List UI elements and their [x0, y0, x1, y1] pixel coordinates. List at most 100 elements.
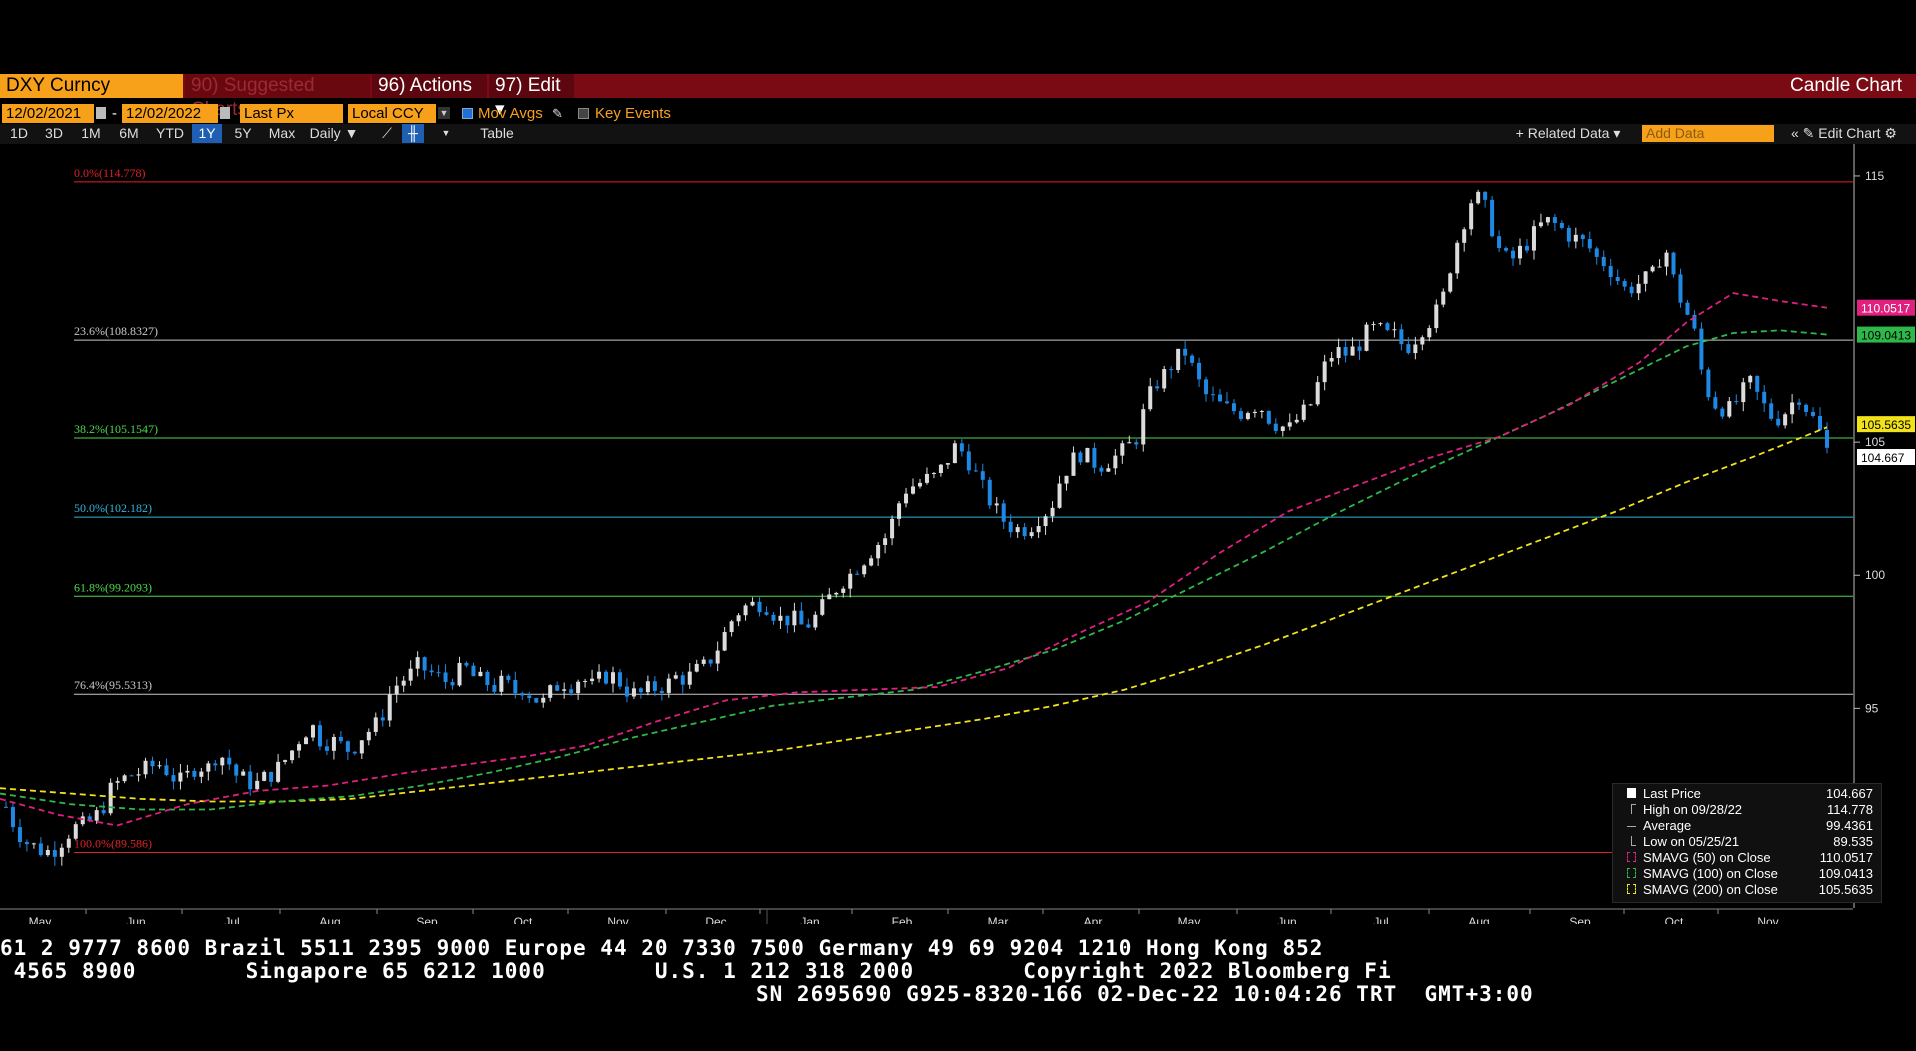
- frequency-select[interactable]: Daily ▼: [309, 125, 359, 141]
- candle-body: [1685, 302, 1690, 315]
- add-data-input[interactable]: Add Data: [1642, 125, 1774, 142]
- candle-body: [757, 601, 762, 613]
- edit-menu[interactable]: 97) Edit ▾: [489, 74, 574, 120]
- candle-body: [1657, 266, 1662, 268]
- candle-body: [157, 765, 162, 767]
- candle-body: [1183, 348, 1188, 356]
- period-3d-button[interactable]: 3D: [45, 125, 63, 141]
- candle-body: [555, 685, 560, 691]
- candle-body: [1692, 314, 1697, 329]
- edit-chart-button[interactable]: « ✎ Edit Chart ⚙: [1791, 125, 1897, 141]
- candle-body: [1552, 217, 1557, 223]
- candle-chart-icon[interactable]: ╫: [402, 124, 424, 143]
- candle-body: [1706, 369, 1711, 398]
- candle-body: [876, 544, 881, 559]
- moving-averages: [0, 292, 1828, 827]
- candle-body: [659, 690, 664, 693]
- candle-body: [778, 615, 783, 621]
- key-events-checkbox[interactable]: [578, 108, 589, 119]
- candle-body: [848, 573, 853, 589]
- candle-body: [973, 470, 978, 472]
- x-month-label: Jun: [1277, 915, 1296, 924]
- price-field-select[interactable]: Last Px: [240, 104, 343, 123]
- end-date-input[interactable]: 12/02/2022: [122, 104, 218, 123]
- calendar-icon[interactable]: [96, 107, 106, 119]
- candle-body: [1294, 419, 1299, 423]
- candle-body: [387, 694, 392, 721]
- candle-body: [1155, 386, 1160, 389]
- x-month-label: Nov: [1757, 915, 1778, 924]
- period-ytd-button[interactable]: YTD: [156, 125, 184, 141]
- candle-body: [1406, 344, 1411, 354]
- candle-body: [1476, 191, 1481, 204]
- candle-body: [904, 493, 909, 504]
- candle-body: [1587, 239, 1592, 249]
- candle-body: [45, 849, 50, 856]
- candle-body: [24, 842, 29, 845]
- candle-body: [1790, 402, 1795, 415]
- candle-body: [569, 689, 574, 694]
- actions-menu[interactable]: 96) Actions ▾: [372, 74, 487, 120]
- period-1d-button[interactable]: 1D: [10, 125, 28, 141]
- candle-body: [966, 451, 971, 471]
- candle-body: [1545, 217, 1550, 223]
- candle-body: [799, 610, 804, 625]
- period-max-button[interactable]: Max: [268, 125, 296, 141]
- ticker-input[interactable]: DXY Curncy: [0, 74, 183, 98]
- candle-body: [415, 657, 420, 669]
- chevron-down-icon[interactable]: ▼: [441, 128, 451, 138]
- suggested-charts-menu[interactable]: 90) Suggested Charts: [185, 74, 370, 120]
- period-6m-button[interactable]: 6M: [119, 125, 139, 141]
- candle-body: [1148, 386, 1153, 410]
- candle-body: [87, 816, 92, 821]
- candle-body: [1336, 347, 1341, 358]
- period-5y-button[interactable]: 5Y: [234, 125, 252, 141]
- x-month-label: Jul: [224, 915, 239, 924]
- pencil-icon[interactable]: ✎: [552, 106, 563, 121]
- price-tag: [1857, 416, 1915, 433]
- candle-body: [317, 725, 322, 747]
- candle-body: [234, 764, 239, 776]
- price-tag: [1857, 449, 1915, 466]
- fib-label: 38.2%(105.1547): [74, 422, 158, 436]
- candle-body: [1043, 516, 1048, 527]
- candle-body: [1643, 271, 1648, 284]
- period-1y-button[interactable]: 1Y: [192, 124, 222, 143]
- candle-body: [576, 681, 581, 694]
- candle-body: [401, 680, 406, 686]
- currency-select[interactable]: Local CCY: [348, 104, 436, 123]
- candle-body: [1252, 411, 1257, 414]
- fibonacci-levels: 0.0%(114.778) 23.6%(108.8327) 38.2%(105.15…: [74, 166, 1853, 853]
- candle-body: [1231, 403, 1236, 412]
- candle-body: [959, 443, 964, 452]
- candle-body: [443, 672, 448, 683]
- candle-body: [457, 662, 462, 686]
- candle-body: [1538, 222, 1543, 227]
- candle-body: [1671, 252, 1676, 275]
- candle-body: [1559, 222, 1564, 228]
- line-chart-icon[interactable]: ⟋: [382, 125, 392, 141]
- candle-body: [1322, 361, 1327, 383]
- candle-body: [4, 806, 8, 808]
- candle-body: [80, 816, 85, 825]
- candle-body: [1350, 346, 1355, 356]
- table-button[interactable]: Table: [480, 125, 514, 141]
- candle-body: [422, 657, 427, 671]
- start-date-input[interactable]: 12/02/2021: [2, 104, 94, 123]
- related-data-button[interactable]: + Related Data ▾: [1515, 125, 1621, 141]
- period-1m-button[interactable]: 1M: [81, 125, 101, 141]
- candle-body: [666, 678, 671, 693]
- chevron-down-icon[interactable]: ▼: [438, 107, 450, 119]
- candle-body: [66, 838, 71, 848]
- calendar-icon[interactable]: [220, 107, 230, 119]
- price-tag-label: 110.0517: [1861, 302, 1910, 316]
- candle-body: [1266, 410, 1271, 424]
- candle-body: [764, 612, 769, 615]
- mov-avgs-checkbox[interactable]: [462, 108, 473, 119]
- x-month-label: Mar: [988, 915, 1009, 924]
- fib-label: 23.6%(108.8327): [74, 324, 158, 338]
- candle-body: [206, 763, 211, 772]
- candles: [4, 189, 1829, 866]
- candle-body: [1462, 229, 1467, 243]
- candle-body: [708, 659, 713, 664]
